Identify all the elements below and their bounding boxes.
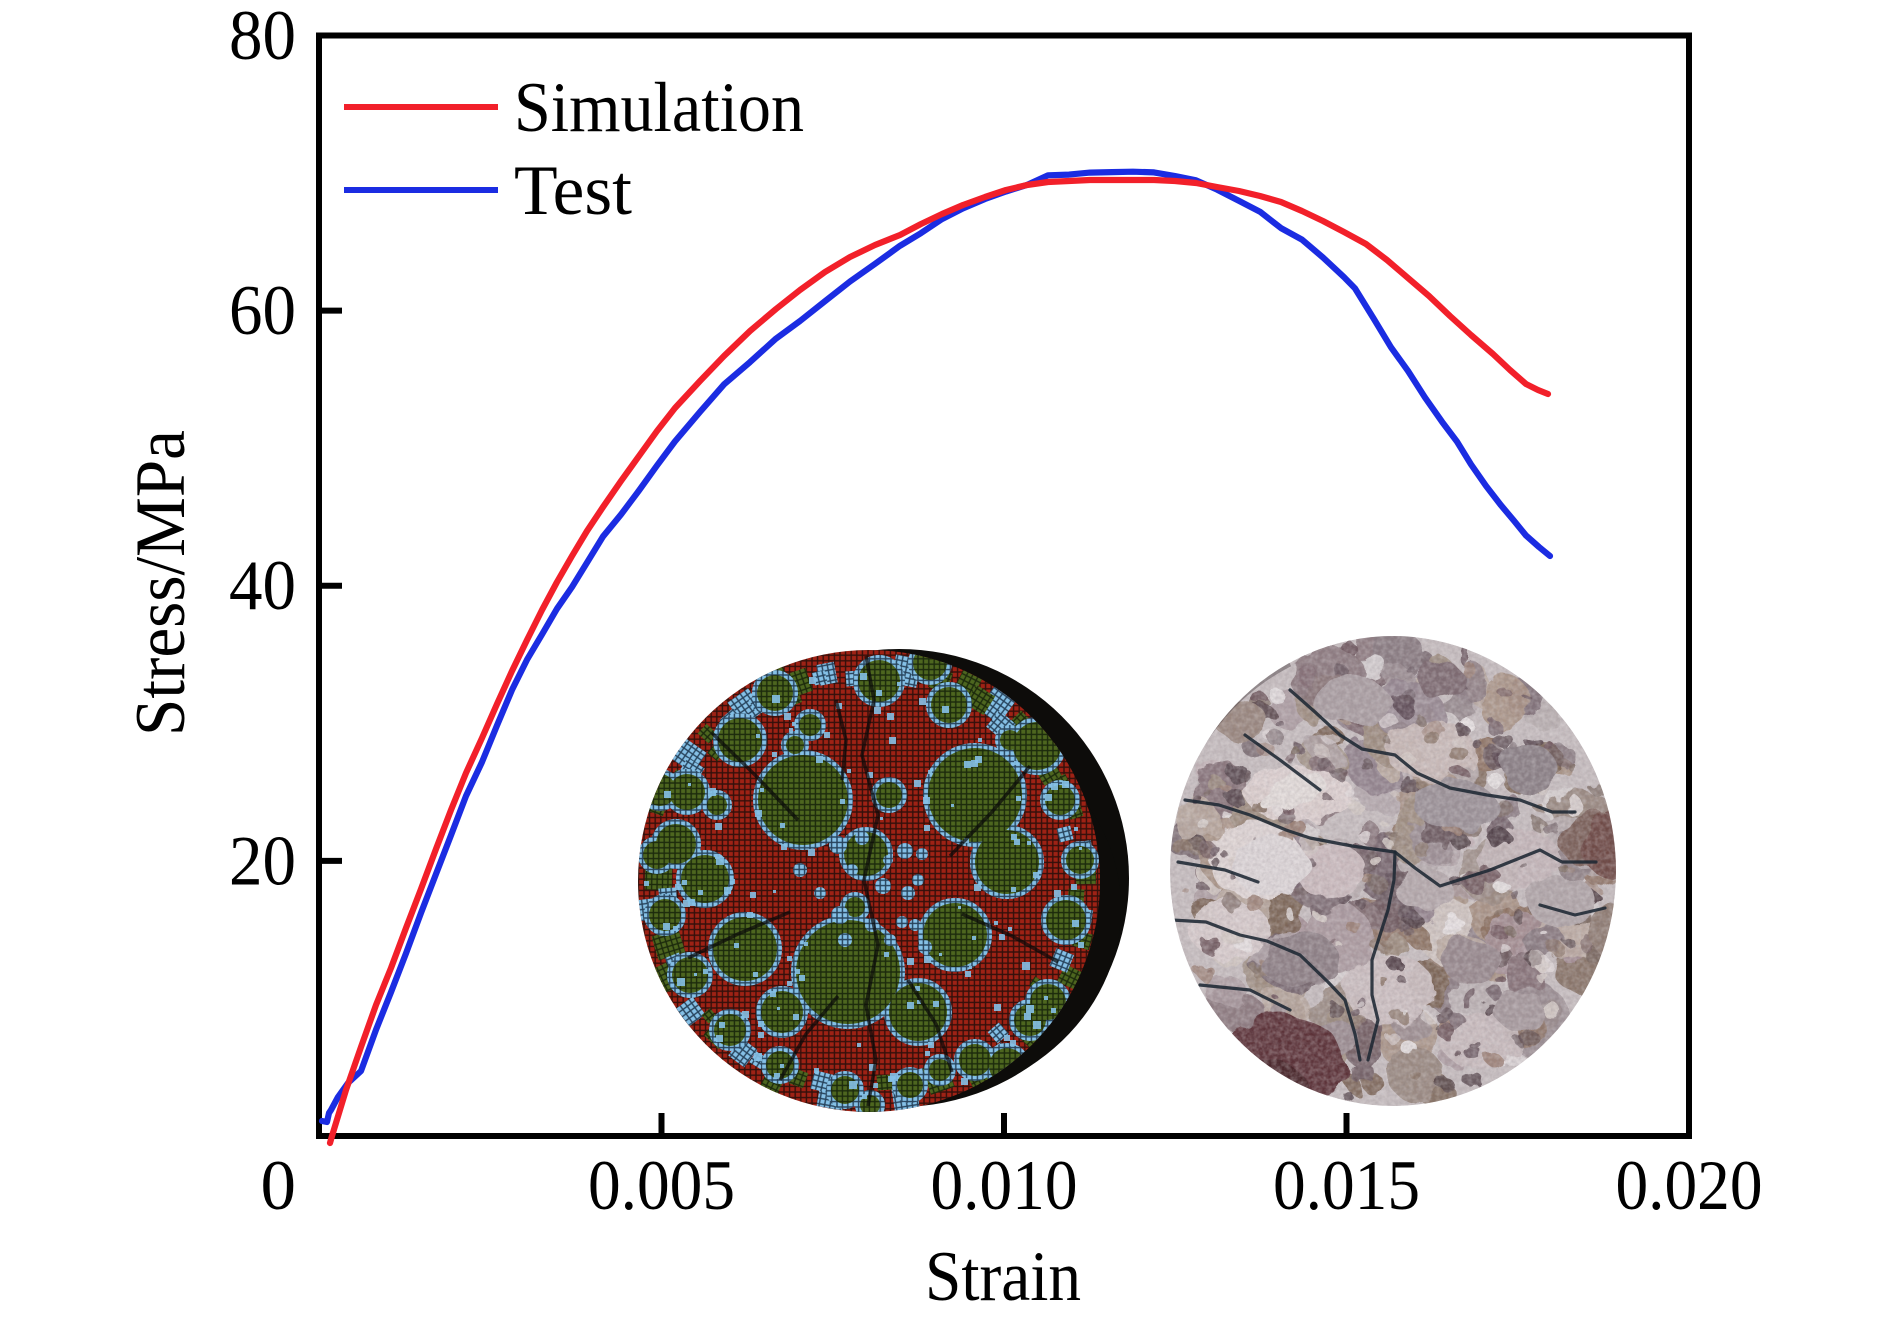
- svg-text:40: 40: [229, 547, 296, 625]
- svg-text:60: 60: [229, 272, 296, 350]
- svg-text:0.020: 0.020: [1616, 1147, 1763, 1225]
- svg-text:Simulation: Simulation: [514, 69, 804, 147]
- svg-text:0.005: 0.005: [588, 1147, 735, 1225]
- svg-text:Strain: Strain: [925, 1238, 1081, 1316]
- svg-text:Test: Test: [514, 152, 632, 230]
- svg-text:0.015: 0.015: [1273, 1147, 1420, 1225]
- svg-text:0: 0: [261, 1147, 297, 1225]
- svg-text:Stress/MPa: Stress/MPa: [122, 430, 200, 736]
- svg-text:80: 80: [229, 0, 296, 75]
- svg-text:0.010: 0.010: [931, 1147, 1078, 1225]
- svg-text:20: 20: [229, 822, 296, 900]
